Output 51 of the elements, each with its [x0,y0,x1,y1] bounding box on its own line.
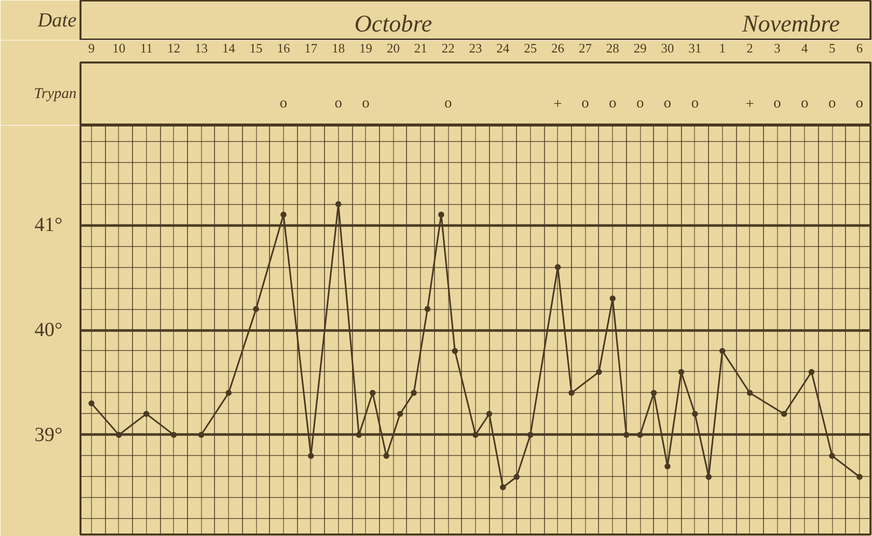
x-tick-label: 6 [856,40,864,56]
x-tick-label: 12 [167,40,180,56]
x-tick-label: 11 [140,40,153,56]
x-tick-label: 18 [332,40,345,56]
x-tick-label: 15 [250,40,263,56]
x-tick-label: 31 [688,40,702,56]
x-tick-label: 29 [634,40,647,56]
text: o [444,95,452,112]
x-tick-label: 27 [578,40,592,56]
y-tick-label: 41° [34,214,62,236]
text: + [554,96,562,112]
y-tick-label: 40° [34,319,62,341]
text: o [664,95,672,112]
text: o [828,95,836,112]
x-tick-label: 26 [551,40,565,56]
x-tick-label: 4 [801,40,808,56]
x-tick-label: 1 [719,40,726,56]
x-tick-label: 10 [112,40,126,56]
x-tick-label: 25 [524,40,537,56]
x-tick-label: 30 [661,40,674,56]
y-tick-label: Trypan [34,86,77,102]
x-tick-label: 20 [386,40,400,56]
x-axis-title: Date [36,10,77,32]
x-tick-label: 14 [222,40,236,56]
x-tick-label: 9 [88,40,95,56]
text: o [362,95,370,112]
x-tick-label: 13 [194,40,208,56]
text: o [334,95,342,112]
y-tick-label: 39° [34,424,62,446]
text: o [691,95,699,112]
x-tick-label: 21 [414,40,428,56]
x-tick-label: 28 [606,40,620,56]
x-tick-label: 5 [828,40,836,56]
text: Novembre [741,12,840,38]
x-tick-label: 3 [774,40,780,56]
x-tick-label: 24 [496,40,510,56]
text: + [746,96,754,112]
x-tick-label: 17 [304,40,318,56]
text: o [608,95,616,112]
x-tick-label: 22 [442,40,455,56]
text: o [800,95,808,112]
x-tick-label: 2 [746,40,754,56]
x-tick-label: 23 [469,40,482,56]
text: o [773,95,781,112]
text: o [636,95,644,112]
text: o [280,95,288,112]
x-tick-label: 16 [276,40,290,56]
x-tick-label: 19 [359,40,372,56]
text: Octobre [354,12,432,38]
text: o [581,95,589,112]
text: o [856,95,864,112]
